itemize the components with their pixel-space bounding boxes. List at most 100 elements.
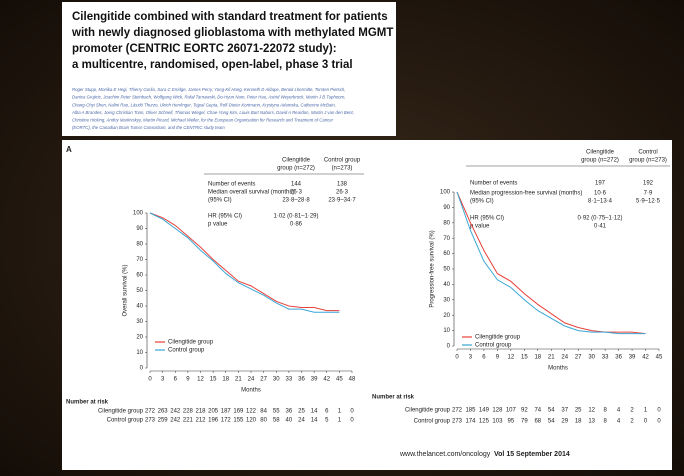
table-header: group (n=272) (581, 158, 619, 164)
x-tick-label: 33 (602, 355, 609, 361)
risk-count: 95 (508, 419, 515, 425)
y-axis-label: Overall survival (%) (123, 264, 129, 316)
y-tick-label: 80 (136, 242, 143, 248)
y-tick-label: 10 (443, 328, 450, 334)
x-axis-label: Months (241, 388, 261, 394)
legend-label: Cilengitide group (168, 340, 214, 346)
risk-count: 259 (158, 418, 169, 424)
y-tick-label: 70 (443, 236, 450, 242)
x-tick-label: 24 (248, 377, 255, 383)
risk-count: 14 (311, 409, 318, 415)
risk-count: 54 (548, 419, 555, 425)
risk-count: 58 (273, 418, 280, 424)
y-tick-label: 10 (136, 350, 143, 356)
legend-label: Control group (168, 348, 205, 354)
x-tick-label: 33 (286, 377, 293, 383)
table-cell: 197 (595, 181, 606, 187)
risk-count: 107 (506, 408, 517, 414)
y-tick-label: 40 (443, 282, 450, 288)
risk-count: 172 (221, 418, 232, 424)
table-row-label: HR (95% CI) (470, 216, 504, 222)
title-line: with newly diagnosed glioblastoma with m… (71, 27, 393, 39)
table-header: Cilengitide (586, 150, 615, 156)
legend-label: Control group (475, 343, 512, 349)
x-tick-label: 48 (349, 377, 356, 383)
y-tick-label: 100 (440, 190, 451, 196)
y-tick-label: 70 (136, 257, 143, 263)
risk-count: 218 (195, 409, 206, 415)
risk-count: 12 (588, 408, 595, 414)
x-tick-label: 18 (534, 355, 541, 361)
risk-count: 242 (170, 418, 181, 424)
risk-count: 36 (286, 409, 293, 415)
risk-title: Number at risk (372, 395, 415, 401)
risk-count: 122 (246, 409, 257, 415)
risk-count: 263 (158, 409, 169, 415)
y-tick-label: 20 (443, 313, 450, 319)
risk-count: 92 (521, 408, 528, 414)
x-tick-label: 36 (615, 355, 622, 361)
x-tick-label: 42 (323, 377, 330, 383)
title-line: Cilengitide combined with standard treat… (72, 11, 388, 23)
risk-count: 205 (208, 409, 219, 415)
table-cell: 0·41 (594, 224, 607, 230)
risk-row-label: Control group (414, 419, 451, 425)
x-tick-label: 12 (508, 355, 515, 361)
risk-count: 13 (588, 419, 595, 425)
table-cell: 23·8–28·8 (282, 198, 310, 204)
risk-row-label: Control group (107, 418, 144, 424)
table-header: Control (638, 150, 657, 156)
risk-count: 120 (246, 418, 257, 424)
table-cell: 5·9–12·5 (636, 199, 661, 205)
risk-count: 18 (575, 419, 582, 425)
risk-count: 25 (575, 408, 582, 414)
risk-count: 196 (208, 418, 219, 424)
risk-count: 149 (479, 408, 490, 414)
title-line: promoter (CENTRIC EORTC 26071-22072 stud… (72, 43, 337, 55)
x-tick-label: 42 (642, 355, 649, 361)
risk-count: 68 (534, 419, 541, 425)
risk-count: 74 (534, 408, 541, 414)
table-cell: 10·6 (594, 191, 607, 197)
risk-count: 125 (479, 419, 490, 425)
risk-count: 169 (233, 409, 244, 415)
table-cell: 23·9–34·7 (328, 198, 356, 204)
risk-count: 185 (465, 408, 476, 414)
x-tick-label: 30 (588, 355, 595, 361)
table-cell: 192 (643, 181, 654, 187)
y-tick-label: 60 (443, 251, 450, 257)
risk-count: 37 (561, 408, 568, 414)
risk-count: 187 (221, 409, 232, 415)
risk-count: 273 (145, 418, 156, 424)
risk-count: 84 (260, 409, 267, 415)
table-row-label: Number of events (470, 181, 517, 187)
y-tick-label: 20 (136, 335, 143, 341)
risk-count: 242 (170, 409, 181, 415)
risk-count: 174 (465, 419, 476, 425)
risk-count: 272 (145, 409, 156, 415)
footer-url: www.thelancet.com/oncology (399, 451, 491, 458)
risk-count: 273 (452, 419, 463, 425)
x-tick-label: 39 (629, 355, 636, 361)
risk-count: 79 (521, 419, 528, 425)
risk-row-label: Cilengitide group (405, 408, 451, 414)
x-tick-label: 39 (311, 377, 318, 383)
x-tick-label: 15 (210, 377, 217, 383)
author-line: Roger Stupp, Monika E Hegi, Thierry Gorl… (72, 87, 345, 92)
table-row-label: Number of events (208, 182, 255, 188)
table-row-label: p value (208, 222, 228, 228)
table-row-label: Median progression-free survival (months… (470, 191, 582, 197)
x-tick-label: 21 (548, 355, 555, 361)
table-header: Cilengitide (282, 158, 311, 164)
table-header: (n=273) (332, 166, 353, 172)
table-cell: 26·3 (336, 190, 349, 196)
y-tick-label: 100 (133, 211, 144, 217)
x-tick-label: 24 (561, 355, 568, 361)
table-header: group (n=272) (277, 166, 315, 172)
author-line: Christine Hicking, Andriy Markivskyy, Ma… (72, 118, 334, 123)
risk-count: 128 (492, 408, 503, 414)
y-tick-label: 50 (136, 288, 143, 294)
risk-title: Number at risk (66, 400, 109, 406)
risk-count: 212 (195, 418, 206, 424)
table-cell: 138 (337, 182, 348, 188)
